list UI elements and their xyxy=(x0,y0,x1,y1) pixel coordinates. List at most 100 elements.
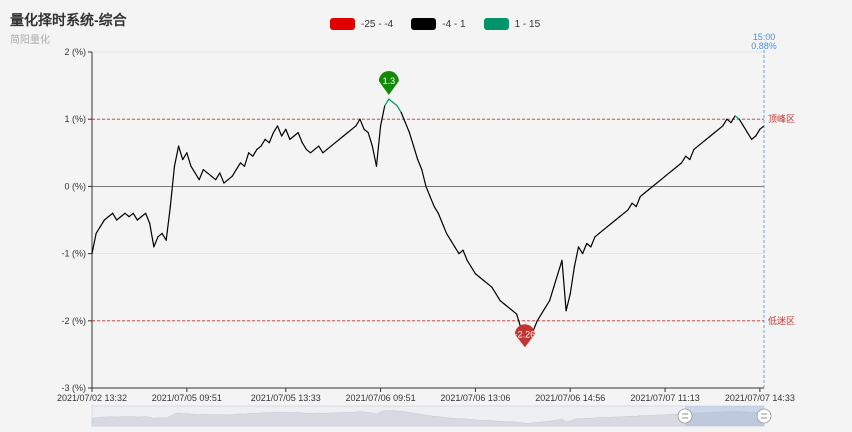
series-segment xyxy=(759,125,765,130)
series-line xyxy=(91,98,765,339)
series-segment xyxy=(264,138,270,144)
series-segment xyxy=(202,169,209,174)
grid-lines xyxy=(92,51,764,322)
series-segment xyxy=(652,182,658,187)
threshold-label: 顶峰区 xyxy=(768,114,795,124)
series-segment xyxy=(606,222,613,228)
series-segment xyxy=(215,172,221,181)
series-segment xyxy=(334,138,340,144)
series-segment xyxy=(701,138,707,144)
series-segment xyxy=(709,132,716,137)
datazoom-selection[interactable] xyxy=(685,406,764,426)
series-segment xyxy=(128,212,134,218)
series-segment xyxy=(746,132,753,140)
series-segment xyxy=(619,212,625,218)
series-segment xyxy=(194,172,200,181)
series-segment xyxy=(363,128,369,134)
series-segment xyxy=(569,266,575,295)
series-segment xyxy=(182,152,188,161)
series-segment xyxy=(99,219,105,228)
series-segment xyxy=(330,142,336,147)
series-segment xyxy=(751,135,757,140)
series-segment xyxy=(507,306,514,312)
series-segment xyxy=(726,118,732,124)
legend-swatch-low xyxy=(330,18,355,30)
series-segment xyxy=(627,202,633,211)
series-segment xyxy=(404,121,411,134)
x-tick-label: 2021/07/06 14:56 xyxy=(535,393,605,403)
series-segment xyxy=(314,145,320,151)
legend-item-low[interactable]: -25 - -4 xyxy=(330,18,393,30)
series-segment xyxy=(285,128,291,140)
series-segment xyxy=(433,205,439,214)
series-segment xyxy=(235,162,242,171)
series-segment xyxy=(462,249,468,261)
datazoom-slider[interactable] xyxy=(91,405,772,427)
x-tick-label: 2021/07/05 13:33 xyxy=(251,393,321,403)
cursor-value-label: 0.88% xyxy=(751,41,777,51)
series-segment xyxy=(248,152,254,157)
series-segment xyxy=(466,259,472,268)
series-segment xyxy=(445,232,452,241)
series-segment xyxy=(396,105,402,114)
series-segment xyxy=(697,142,703,147)
series-segment xyxy=(742,125,749,134)
series-segment xyxy=(680,155,687,164)
series-segment xyxy=(425,185,431,198)
marker-pin-max: 1.3 xyxy=(378,71,399,96)
series-segment xyxy=(338,135,345,140)
series-segment xyxy=(359,118,365,130)
y-tick-label: 1 (%) xyxy=(64,114,86,124)
series-segment xyxy=(157,232,163,238)
series-segment xyxy=(219,172,225,184)
series-segment xyxy=(755,128,761,137)
series-segment xyxy=(417,158,423,171)
marker-pin-min: -2.26 xyxy=(515,324,536,348)
y-tick-label: 0 (%) xyxy=(64,181,86,191)
series-segment xyxy=(223,179,229,184)
series-segment xyxy=(511,310,518,315)
series-segment xyxy=(186,152,192,167)
datazoom-handle-left-icon[interactable] xyxy=(677,408,693,424)
series-segment xyxy=(297,132,303,144)
series-segment xyxy=(272,125,279,134)
series-segment xyxy=(664,172,670,177)
legend: -25 - -4 -4 - 1 1 - 15 xyxy=(330,18,540,30)
series-segment xyxy=(429,195,435,208)
series-segment xyxy=(532,320,538,332)
series-segment xyxy=(730,115,736,124)
series-segment xyxy=(647,185,654,191)
series-segment xyxy=(689,148,695,161)
series-segment xyxy=(478,276,485,282)
series-segment xyxy=(590,236,596,248)
series-segment xyxy=(347,128,353,134)
series-segment xyxy=(293,132,299,137)
series-segment xyxy=(239,162,246,167)
series-segment xyxy=(676,162,683,167)
series-segment xyxy=(483,279,489,285)
legend-item-high[interactable]: 1 - 15 xyxy=(483,18,540,30)
series-segment xyxy=(408,132,415,147)
cursor-readout: 15:00 0.88% xyxy=(751,32,777,388)
series-segment xyxy=(301,142,307,151)
series-segment xyxy=(281,128,287,137)
datazoom-handle-right-icon[interactable] xyxy=(756,408,772,424)
series-segment xyxy=(565,293,571,312)
series-segment xyxy=(610,219,617,224)
series-segment xyxy=(557,259,563,275)
series-segment xyxy=(309,148,316,154)
series-segment xyxy=(474,273,481,278)
y-tick-label: -1 (%) xyxy=(62,249,87,259)
series-segment xyxy=(450,239,456,248)
series-segment xyxy=(268,132,274,144)
marker-pin-label: -2.26 xyxy=(515,329,536,339)
legend-swatch-high xyxy=(483,18,509,30)
legend-swatch-mid xyxy=(411,18,437,30)
series-segment xyxy=(379,105,386,127)
legend-item-mid[interactable]: -4 - 1 xyxy=(411,18,466,30)
series-segment xyxy=(577,246,584,255)
series-segment xyxy=(635,195,641,208)
series-segment xyxy=(470,266,477,275)
x-tick-label: 2021/07/07 14:33 xyxy=(725,393,795,403)
